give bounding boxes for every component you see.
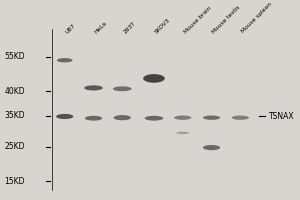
- Ellipse shape: [143, 74, 165, 83]
- Ellipse shape: [84, 85, 103, 91]
- Ellipse shape: [203, 116, 220, 120]
- Text: SKOV3: SKOV3: [154, 17, 171, 34]
- Text: 35KD: 35KD: [4, 111, 25, 120]
- Ellipse shape: [113, 86, 132, 91]
- Ellipse shape: [176, 132, 189, 134]
- Text: Mouse testis: Mouse testis: [212, 4, 242, 34]
- Text: HeLa: HeLa: [94, 20, 108, 34]
- Text: TSNAX: TSNAX: [269, 112, 295, 121]
- Ellipse shape: [203, 145, 220, 150]
- Ellipse shape: [232, 116, 249, 120]
- Ellipse shape: [145, 116, 163, 121]
- Text: Mouse brain: Mouse brain: [183, 5, 212, 34]
- Text: U87: U87: [65, 23, 76, 34]
- Ellipse shape: [174, 116, 191, 120]
- Text: 55KD: 55KD: [4, 52, 25, 61]
- Ellipse shape: [56, 114, 74, 119]
- Ellipse shape: [114, 115, 131, 120]
- Text: 25KD: 25KD: [4, 142, 25, 151]
- Text: 15KD: 15KD: [4, 177, 25, 186]
- Ellipse shape: [85, 116, 102, 121]
- Text: Mouse spleen: Mouse spleen: [240, 2, 273, 34]
- Ellipse shape: [57, 58, 73, 62]
- Text: 293T: 293T: [122, 20, 136, 34]
- Text: 40KD: 40KD: [4, 87, 25, 96]
